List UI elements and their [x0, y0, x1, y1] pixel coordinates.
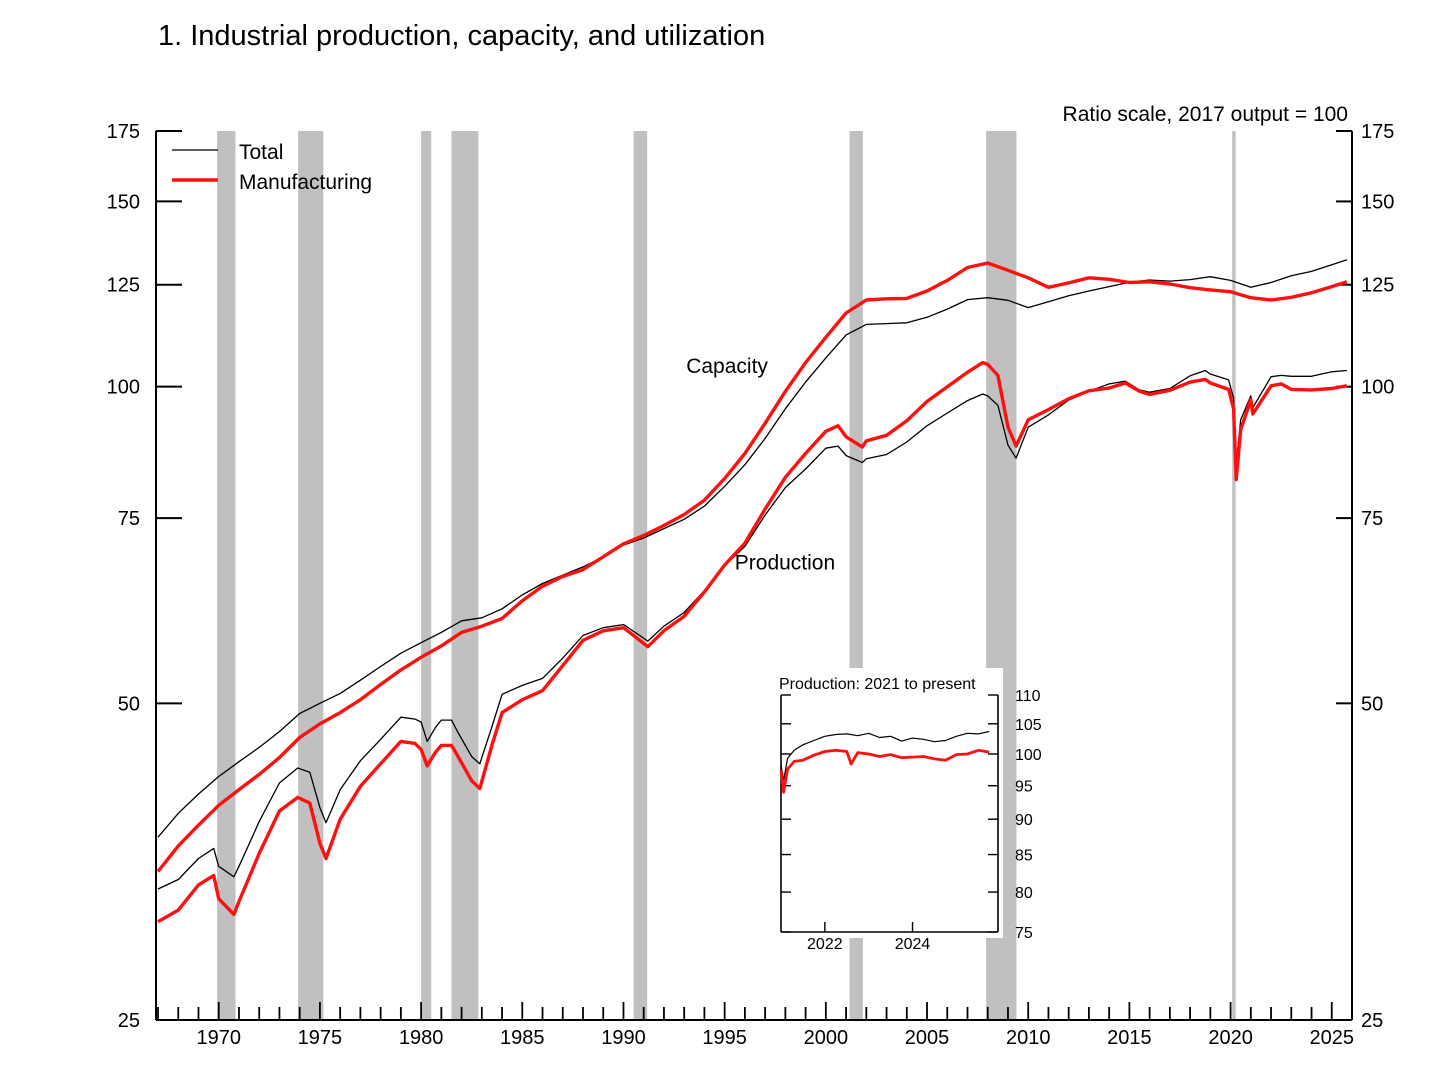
- series-manufacturing-production-line: [157, 360, 1348, 924]
- recession-bar-5: [633, 131, 648, 1020]
- annotation-production: Production: [735, 552, 835, 575]
- x-tick-label: 2025: [1310, 1027, 1355, 1049]
- y-tick-label-left: 50: [118, 693, 140, 715]
- y-tick-label-right: 125: [1361, 275, 1394, 297]
- inset-x-tick-label: 2024: [895, 936, 931, 953]
- y-tick-label-right: 100: [1361, 377, 1394, 399]
- recession-bar-1: [217, 131, 236, 1020]
- inset-series-total-line: [780, 730, 990, 782]
- inset-y-tick-label: 105: [1015, 717, 1042, 734]
- inset-y-tick-label: 95: [1015, 779, 1033, 796]
- x-tick-label: 1970: [196, 1027, 241, 1049]
- inset-y-tick-label: 110: [1015, 688, 1041, 705]
- x-tick-label: 1975: [298, 1027, 343, 1049]
- x-tick-label: 1980: [399, 1027, 444, 1049]
- legend-label-total: Total: [239, 141, 283, 164]
- annotation-capacity: Capacity: [686, 355, 768, 378]
- y-tick-label-right: 150: [1361, 191, 1394, 213]
- chart-title: 1. Industrial production, capacity, and …: [158, 20, 765, 52]
- y-tick-label-left: 150: [107, 191, 140, 213]
- y-tick-label-right: 75: [1361, 508, 1383, 530]
- x-tick-label: 2015: [1107, 1027, 1152, 1049]
- inset-background: [771, 668, 1003, 938]
- x-tick-label: 2010: [1006, 1027, 1051, 1049]
- recession-bar-2: [298, 131, 324, 1020]
- inset-y-tick-label: 75: [1015, 925, 1033, 942]
- x-tick-label: 2020: [1208, 1027, 1253, 1049]
- inset-title: Production: 2021 to present: [779, 676, 976, 693]
- y-tick-label-left: 175: [107, 121, 140, 143]
- inset-y-tick-label: 85: [1015, 848, 1033, 865]
- y-tick-label-left: 100: [107, 377, 140, 399]
- y-tick-label-left: 25: [118, 1010, 140, 1032]
- y-tick-label-right: 175: [1361, 121, 1394, 143]
- recession-bar-8: [1232, 131, 1236, 1020]
- legend-label-manufacturing: Manufacturing: [239, 171, 372, 194]
- y-tick-label-left: 125: [107, 275, 140, 297]
- x-tick-label: 1985: [500, 1027, 545, 1049]
- inset-series-manufacturing-line: [779, 748, 990, 794]
- recession-bar-4: [451, 131, 479, 1020]
- x-tick-label: 1990: [601, 1027, 646, 1049]
- y-tick-label-left: 75: [118, 508, 140, 530]
- x-tick-label: 2000: [804, 1027, 849, 1049]
- series-total-capacity-line: [157, 259, 1348, 838]
- recession-bar-3: [421, 131, 432, 1020]
- x-tick-label: 2005: [905, 1027, 950, 1049]
- y-tick-label-right: 50: [1361, 693, 1383, 715]
- series-manufacturing-capacity-line: [156, 261, 1348, 873]
- x-tick-label: 1995: [702, 1027, 747, 1049]
- scale-note: Ratio scale, 2017 output = 100: [1063, 103, 1348, 126]
- inset-y-tick-label: 100: [1015, 747, 1042, 764]
- y-tick-label-right: 25: [1361, 1010, 1383, 1032]
- inset-y-tick-label: 90: [1015, 812, 1033, 829]
- inset-x-tick-label: 2022: [807, 936, 843, 953]
- series-total-production-line: [157, 369, 1347, 890]
- inset-y-tick-label: 80: [1015, 885, 1033, 902]
